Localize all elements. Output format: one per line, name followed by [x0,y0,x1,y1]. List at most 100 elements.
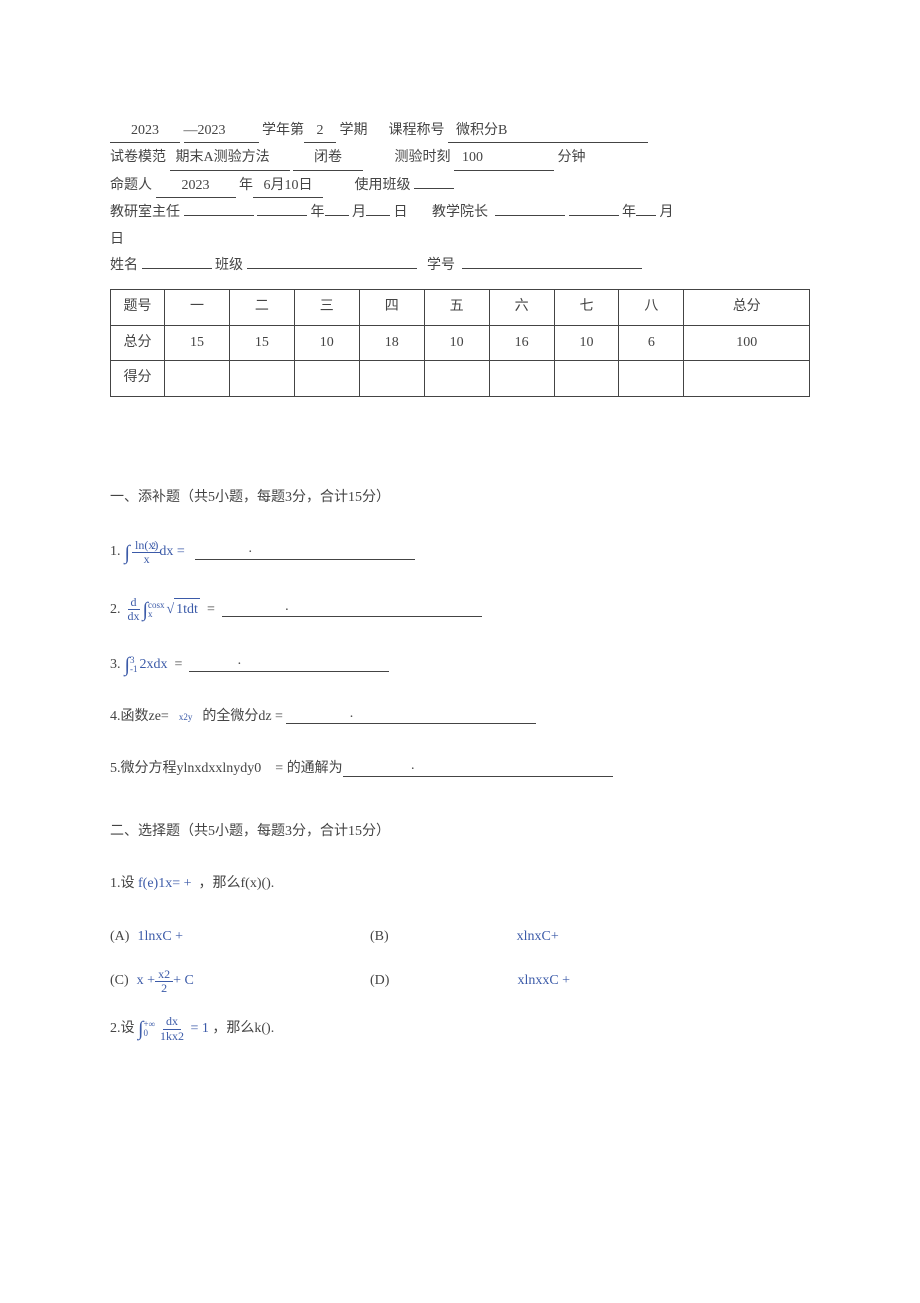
col-1: 一 [165,290,230,325]
course-label: 课程称号 [389,123,445,138]
date-prefix: 年 [239,178,253,193]
sqrt-icon: 1tdt [166,598,199,621]
dean-blank1 [495,202,565,216]
q5-blank2 [483,763,613,777]
semester-label: 学年第 [262,123,304,138]
choice-d-math: xlnxxC + [517,970,570,992]
q4-blank1 [286,710,416,724]
c-plus-c: + C [173,970,194,992]
course-val: 微积分B [448,120,648,143]
score-4 [359,361,424,396]
score-7 [554,361,619,396]
section-2-title: 二、选择题（共5小题，每题3分，合计15分） [110,821,810,843]
dean-blank2 [569,202,619,216]
dept-month: 月 [352,205,366,220]
q5-blank1 [343,763,483,777]
val-2: 15 [229,325,294,360]
year2: —2023 [184,120,259,143]
choice-b-math: xlnxC+ [517,926,559,948]
q22-eq: = 1 [190,1018,208,1040]
row-label-3: 得分 [111,361,165,396]
q2-dx: dx [125,610,143,623]
col-8: 八 [619,290,684,325]
choice-a: (A) 1lnxC + [110,926,370,948]
semester-suffix: 学期 [340,123,368,138]
question-1-2: 2. d dx ∫ cosxx 1tdt = [110,596,810,623]
col-3: 三 [294,290,359,325]
stuid-blank [462,255,642,269]
exam-header: 2023 —2023 学年第2 学期 课程称号 微积分B 试卷模范 期末A测验方… [110,120,810,277]
choice-b: (B) xlnxC+ [370,926,559,948]
question-1-1: 1. ∫ ln(x) x 2 dx = [110,539,810,566]
question-2-1: 1.设 f(e)1x= + ，那么f(x)(). [110,873,810,895]
q1-blank2 [305,546,415,560]
table-row-header: 题号 一 二 三 四 五 六 七 八 总分 [111,290,810,325]
question-1-3: 3. ∫ 3-1 2xdx = [110,654,810,676]
choice-b-label: (B) [370,926,389,948]
score-2 [229,361,294,396]
val-9: 100 [684,325,810,360]
q22-den: 1kx2 [157,1030,187,1043]
semester-val: 2 [304,120,336,143]
dept-blank2 [257,202,307,216]
dept-day: 日 [394,205,408,220]
c-x: x + [137,970,155,992]
col-4: 四 [359,290,424,325]
q3-math: ∫ 3-1 2xdx [125,654,168,676]
q2-math: d dx ∫ cosxx 1tdt [125,596,200,623]
name-blank [142,255,212,269]
question-2-2: 2.设 ∫ +∞0 dx 1kx2 = 1 ，那么k(). [110,1015,810,1042]
header-line-2: 试卷模范 期末A测验方法 闭卷 测验时刻 100 分钟 [110,147,810,170]
q3-blank2 [289,658,389,672]
val-5: 10 [424,325,489,360]
table-row-score: 得分 [111,361,810,396]
choice-a-math: 1lnxC + [137,926,183,948]
val-6: 16 [489,325,554,360]
q22-pre: 2.设 [110,1018,135,1040]
c-num: x2 [155,968,173,982]
time-label: 测验时刻 [395,150,451,165]
question-1-4: 4.函数ze= x2y 的全微分dz = [110,706,810,728]
score-9 [684,361,810,396]
col-6: 六 [489,290,554,325]
dean-label: 教学院长 [432,205,488,220]
header-line-3: 命题人 2023 年6月10日 使用班级 [110,175,810,198]
score-6 [489,361,554,396]
q22-tail: ，那么k(). [212,1018,274,1040]
col-5: 五 [424,290,489,325]
q2-blank1 [222,603,352,617]
header-line-4b: 日 [110,229,810,251]
q3-lb: -1 [130,665,138,674]
dept-month-blank [366,202,390,216]
time-unit: 分钟 [558,150,586,165]
q1-x: x [141,553,153,566]
q3-num: 3. [110,654,121,676]
score-5 [424,361,489,396]
date-val: 6月10日 [253,175,323,198]
choice-c-label: (C) [110,970,129,992]
choice-d-label: (D) [370,970,389,992]
header-line-5: 姓名 班级 学号 [110,255,810,277]
q2-num: 2. [110,599,121,621]
section-1-title: 一、添补题（共5小题，每题3分，合计15分） [110,487,810,509]
header-line-4: 教研室主任 年 月 日 教学院长 年 月 [110,202,810,224]
q21-tail: ，那么f(x)(). [199,873,275,895]
scope-val: 期末A测验方法 [170,147,290,170]
val-1: 15 [165,325,230,360]
col-2: 二 [229,290,294,325]
val-4: 18 [359,325,424,360]
class-blank2 [247,255,417,269]
question-1-5: 5.微分方程ylnxdxxlnydy0 = 的通解为 [110,758,810,780]
dept-label: 教研室主任 [110,205,180,220]
q3-body: 2xdx [139,654,167,676]
dean-day: 日 [110,232,124,247]
year1: 2023 [110,120,180,143]
q3-blank1 [189,658,289,672]
q22-num: dx [163,1015,181,1029]
dean-year-blank [636,202,656,216]
val-3: 10 [294,325,359,360]
row-label-1: 题号 [111,290,165,325]
dept-blank1 [184,202,254,216]
q21-math: f(e)1x= + [138,873,192,895]
q5-text: 5.微分方程ylnxdxxlnydy0 [110,758,261,780]
